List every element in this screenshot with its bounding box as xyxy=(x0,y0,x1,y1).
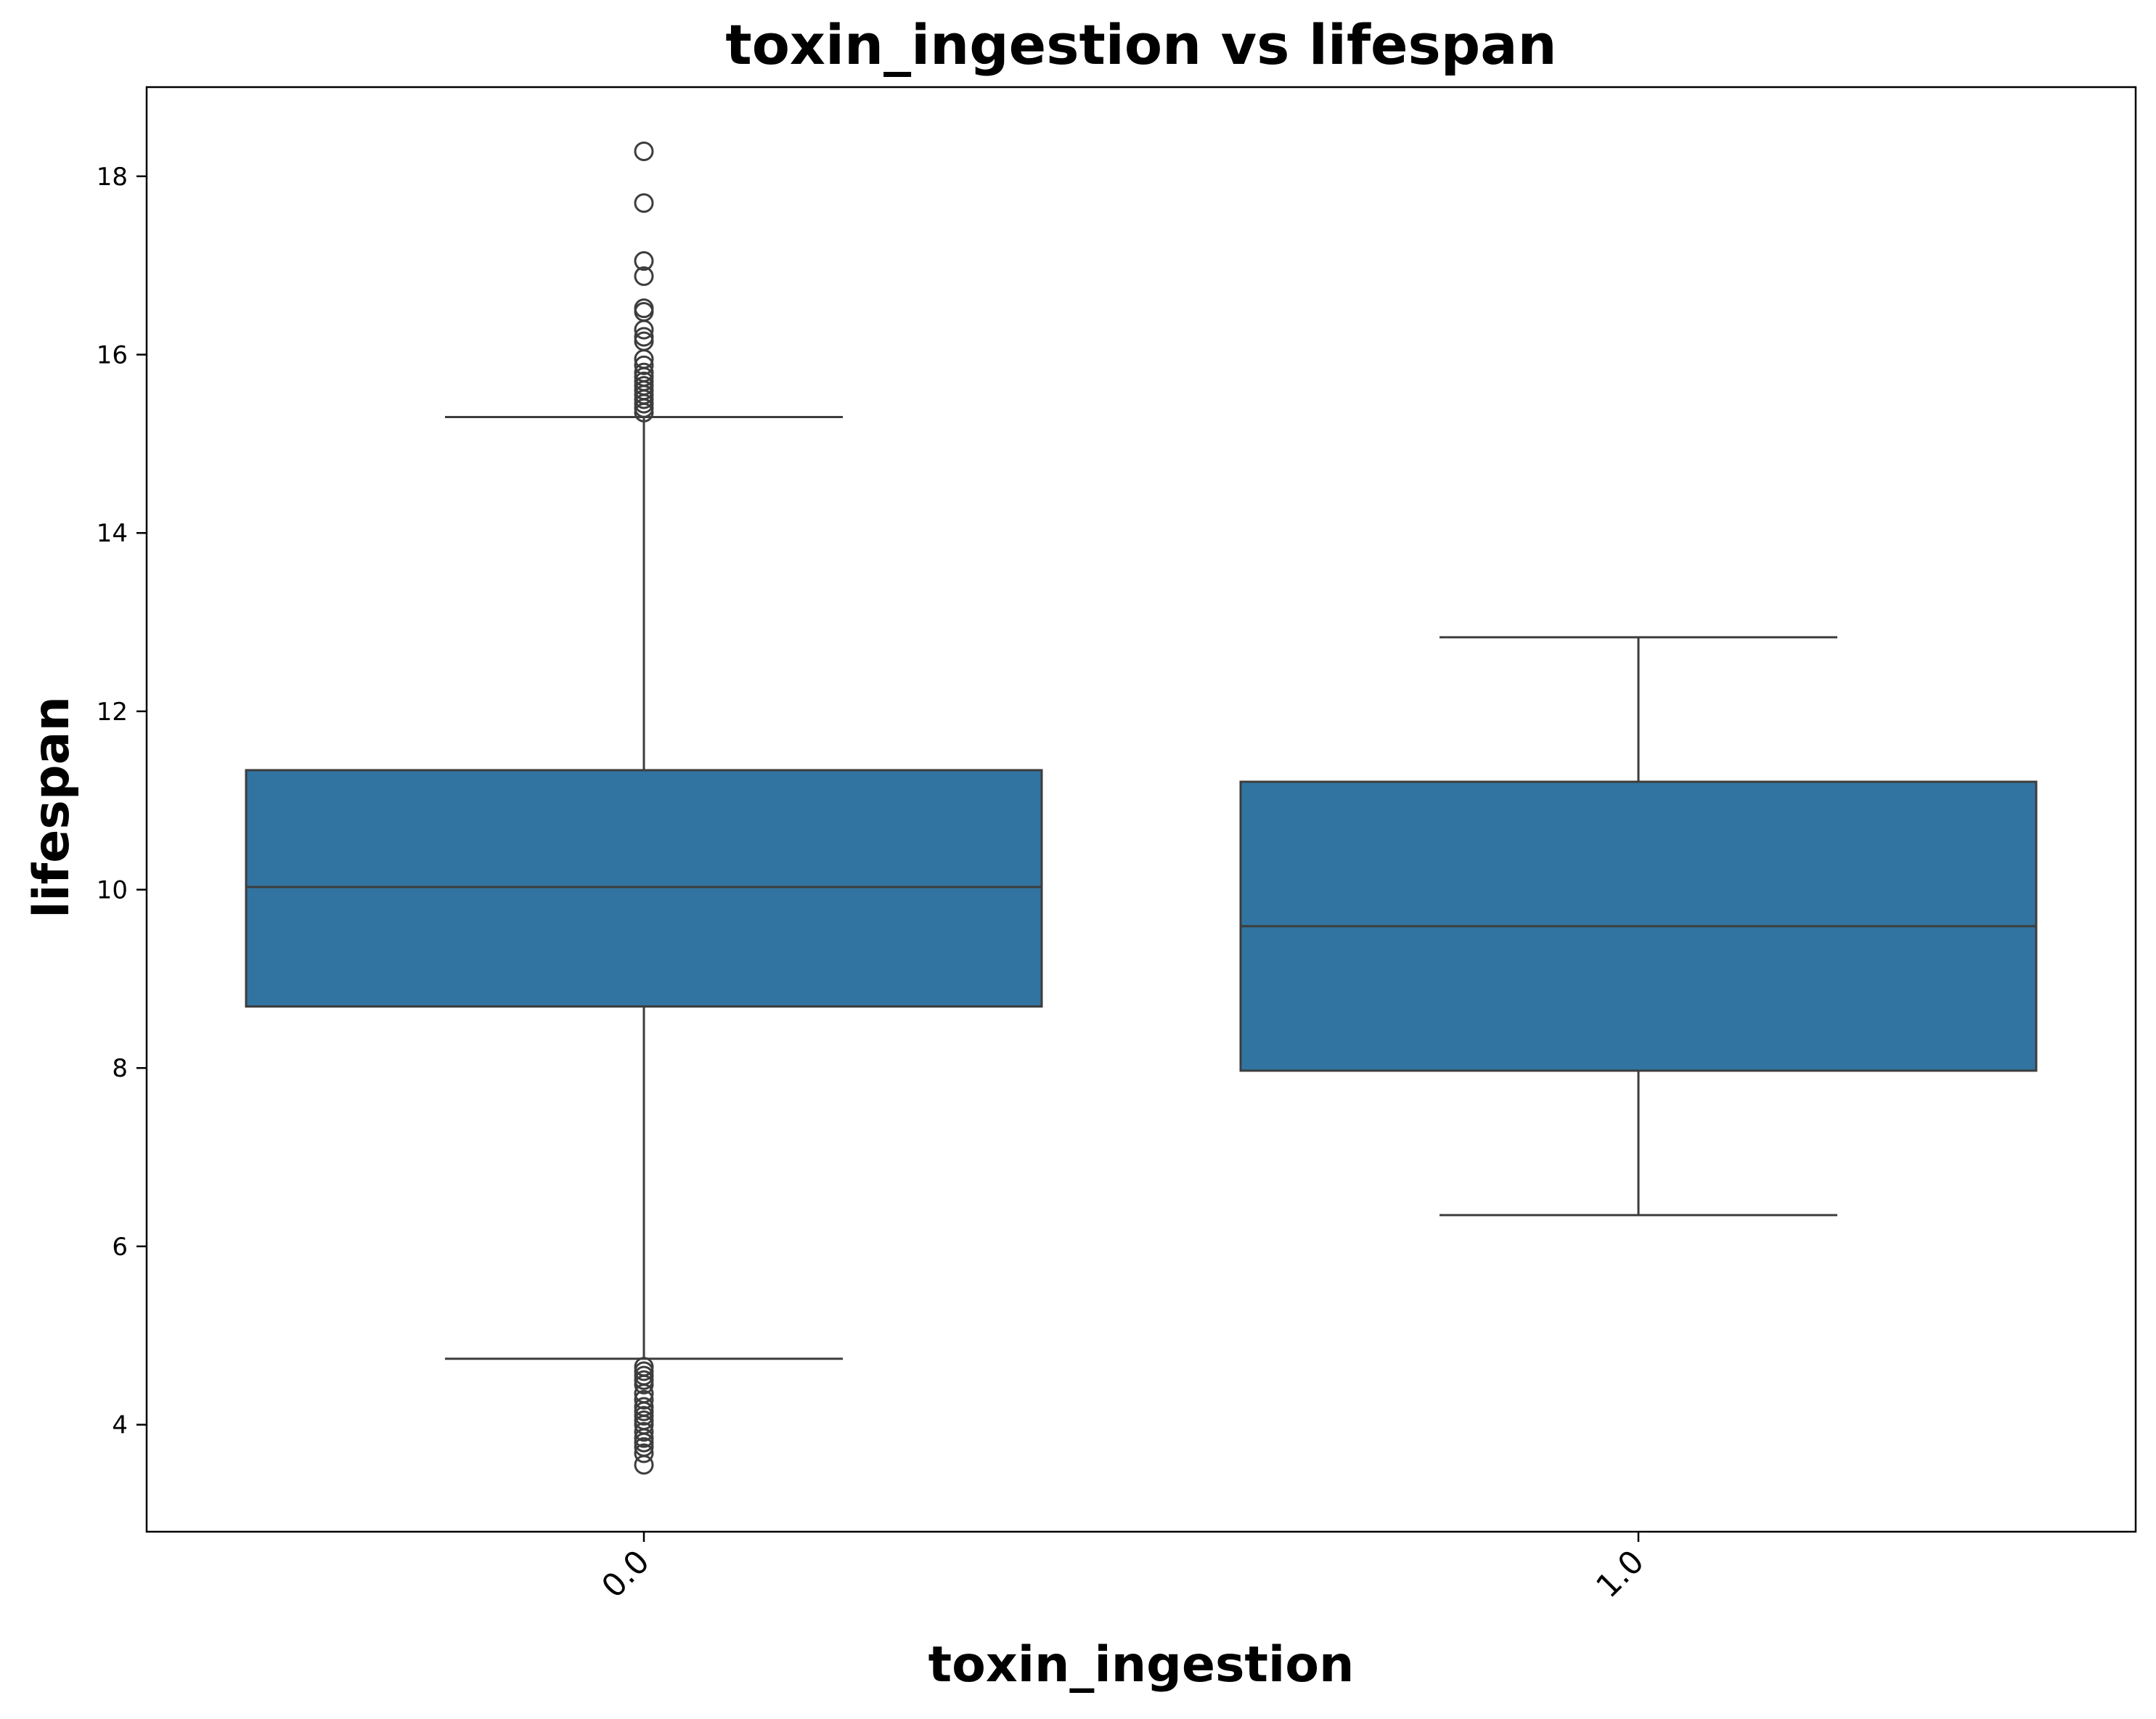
y-tick-label: 4 xyxy=(112,1411,128,1440)
outlier-point xyxy=(634,402,654,422)
y-tick-label: 6 xyxy=(112,1233,128,1262)
outlier-point xyxy=(634,1421,654,1442)
box-group xyxy=(245,141,1043,1475)
y-axis: 4 6 8 10 12 14 16 18 xyxy=(97,163,147,1440)
outlier-point xyxy=(634,331,654,351)
y-tick-label: 10 xyxy=(97,876,128,905)
outlier-point xyxy=(634,355,654,375)
outlier-point xyxy=(634,266,654,286)
outlier-point xyxy=(634,193,654,213)
box-group xyxy=(1239,636,2038,1217)
outlier-point xyxy=(634,1374,654,1395)
x-tick-label: 1.0 xyxy=(1589,1543,1651,1606)
y-axis-label: lifespan xyxy=(23,696,81,918)
y-tick-label: 14 xyxy=(97,519,128,548)
y-tick-label: 16 xyxy=(97,341,128,370)
y-tick-label: 18 xyxy=(97,163,128,192)
chart-title: toxin_ingestion vs lifespan xyxy=(725,12,1556,77)
outlier-point xyxy=(634,251,654,271)
x-tick-label: 0.0 xyxy=(595,1543,657,1606)
outlier-point xyxy=(634,1389,654,1410)
outlier-point xyxy=(634,1443,654,1463)
outlier-point xyxy=(634,141,654,161)
outlier-point xyxy=(634,319,654,340)
outlier-point xyxy=(634,1455,654,1475)
plot-area xyxy=(245,141,2038,1475)
box xyxy=(245,769,1043,1008)
x-axis: 0.0 1.0 xyxy=(595,1532,1651,1605)
x-axis-label: toxin_ingestion xyxy=(928,1636,1355,1694)
plot-frame xyxy=(145,86,2137,1533)
y-tick-label: 8 xyxy=(112,1054,128,1083)
y-tick-label: 12 xyxy=(97,698,128,727)
